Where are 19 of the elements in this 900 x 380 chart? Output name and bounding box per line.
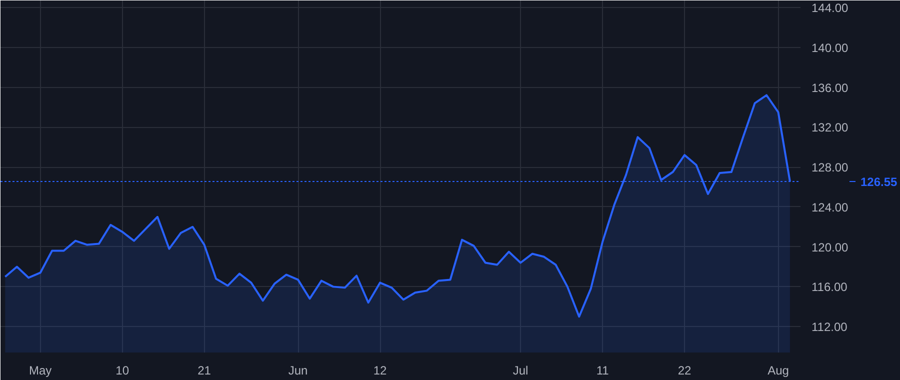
x-tick-label: 10	[116, 364, 130, 378]
ref-line-label: 126.55	[860, 174, 898, 189]
x-tick-label: 11	[596, 364, 610, 378]
y-tick-label: 136.00	[812, 80, 849, 95]
x-tick-label: 22	[678, 364, 692, 378]
y-tick-label: 132.00	[812, 120, 849, 135]
y-tick-label: 144.00	[812, 0, 849, 15]
y-tick-label: 140.00	[812, 40, 849, 55]
x-tick-label: May	[28, 364, 52, 378]
x-tick-label: Aug	[768, 364, 789, 378]
x-tick-label: 12	[373, 364, 387, 378]
y-tick-label: 124.00	[812, 200, 849, 214]
y-tick-label: 116.00	[812, 280, 848, 294]
y-tick-label: 120.00	[812, 240, 849, 254]
x-tick-label: Jul	[512, 364, 528, 378]
x-tick-label: Jun	[288, 364, 308, 378]
y-tick-label: 128.00	[812, 160, 849, 175]
y-tick-label: 112.00	[812, 320, 848, 334]
x-tick-label: 21	[198, 364, 212, 378]
